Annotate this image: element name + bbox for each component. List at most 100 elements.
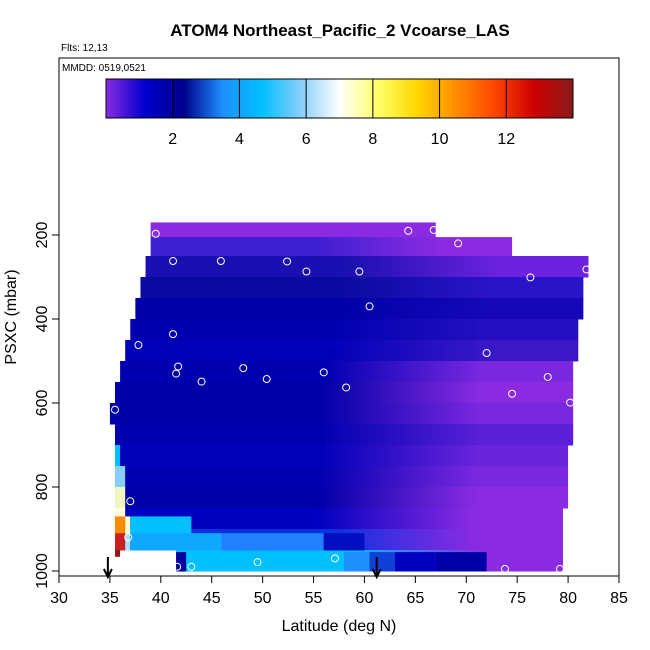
plot-frame — [58, 57, 620, 577]
heatmap-field — [109, 222, 589, 572]
heatmap-band — [115, 445, 569, 467]
x-tick-label: 75 — [508, 590, 526, 607]
heatmap-cell — [130, 516, 192, 534]
heatmap-cell — [115, 516, 126, 534]
data-point — [253, 558, 262, 567]
data-point — [126, 497, 135, 506]
data-point — [355, 267, 364, 276]
y-axis-label: PSXC (mbar) — [3, 269, 20, 364]
data-point — [111, 405, 119, 414]
data-point — [283, 257, 292, 266]
heatmap-band — [115, 382, 574, 404]
heatmap-cell — [435, 552, 487, 572]
x-tick-label: 35 — [101, 590, 119, 607]
profile-marker-arrow — [102, 557, 113, 580]
heatmap-cell — [115, 445, 121, 467]
data-point — [526, 273, 535, 282]
heatmap-band — [130, 319, 579, 341]
arrow-head — [102, 568, 113, 580]
heatmap-cell — [115, 508, 126, 517]
heatmap-band — [125, 340, 579, 362]
x-axis: 30 35 40 45 50 55 60 65 70 75 80 85 — [50, 576, 628, 607]
heatmap-cell — [323, 533, 365, 551]
data-point — [500, 564, 509, 573]
heatmap-band — [150, 222, 436, 238]
y-axis: 200 400 600 800 1000 — [34, 222, 59, 589]
colorbar-tick-label: 4 — [235, 131, 244, 148]
heatmap-band — [115, 466, 569, 488]
heatmap-cell — [125, 516, 131, 534]
data-point — [365, 302, 374, 311]
heatmap-cell — [125, 533, 131, 551]
data-point — [173, 562, 182, 571]
data-point — [543, 372, 552, 381]
arrow-head — [371, 568, 382, 580]
heatmap-cell — [115, 533, 126, 551]
data-point — [404, 226, 413, 235]
heatmap-cell — [369, 552, 395, 572]
data-point — [172, 369, 181, 378]
profile-markers — [102, 557, 382, 580]
data-point — [124, 533, 133, 542]
heatmap-band — [140, 277, 584, 299]
data-point — [454, 239, 463, 248]
data-point — [216, 257, 225, 266]
heatmap-cell — [115, 550, 121, 557]
y-tick-label: 200 — [34, 222, 51, 249]
heatmap-band — [115, 487, 569, 509]
x-tick-label: 40 — [152, 590, 170, 607]
x-axis-label: Latitude (deg N) — [282, 618, 397, 635]
plot-area: MMDD: 0519,0521 — [58, 57, 620, 580]
x-tick-label: 85 — [610, 590, 628, 607]
x-tick-label: 70 — [457, 590, 475, 607]
data-point — [174, 362, 183, 371]
colorbar-tick-label: 2 — [168, 131, 177, 148]
data-point — [330, 554, 339, 563]
heatmap-band — [150, 237, 513, 257]
x-tick-label: 30 — [50, 590, 68, 607]
data-point — [429, 225, 438, 234]
colorbar-tick-label: 6 — [302, 131, 311, 148]
chart-title: ATOM4 Northeast_Pacific_2 Vcoarse_LAS — [170, 21, 510, 40]
data-point — [342, 383, 351, 392]
data-point — [566, 398, 575, 407]
data-point — [582, 265, 591, 274]
colorbar-tick-label: 10 — [431, 131, 449, 148]
data-point — [482, 349, 491, 358]
flights-label: Flts: 12,13 — [61, 43, 108, 54]
y-tick-label: 600 — [34, 390, 51, 417]
data-point — [169, 257, 178, 266]
data-point — [239, 364, 248, 373]
heatmap-cell — [115, 487, 126, 509]
heatmap-band — [115, 424, 574, 446]
x-tick-label: 60 — [356, 590, 374, 607]
data-point — [302, 267, 311, 276]
x-tick-label: 80 — [559, 590, 577, 607]
heatmap-cell — [344, 552, 370, 572]
heatmap-cell — [221, 533, 324, 551]
heatmap-band — [135, 298, 584, 320]
x-tick-label: 55 — [305, 590, 323, 607]
y-tick-label: 800 — [34, 474, 51, 501]
heatmap-cell — [130, 533, 222, 551]
colorbar-frame — [105, 78, 574, 119]
data-point — [555, 564, 564, 573]
data-point — [134, 341, 143, 350]
data-point — [508, 389, 517, 398]
data-point — [187, 562, 196, 571]
heatmap-cell — [186, 552, 345, 572]
profile-marker-arrow — [371, 557, 382, 580]
x-tick-label: 45 — [203, 590, 221, 607]
heatmap-band — [120, 361, 574, 383]
data-point — [169, 330, 178, 339]
data-point — [319, 368, 328, 377]
colorbar: 2 4 6 8 10 12 — [105, 78, 574, 148]
data-points — [111, 225, 591, 573]
data-point — [197, 377, 206, 386]
heatmap-cell — [115, 466, 126, 488]
colorbar-gradient — [106, 79, 573, 118]
heatmap-band — [145, 256, 589, 278]
y-tick-label: 1000 — [34, 553, 51, 589]
x-tick-label: 65 — [406, 590, 424, 607]
